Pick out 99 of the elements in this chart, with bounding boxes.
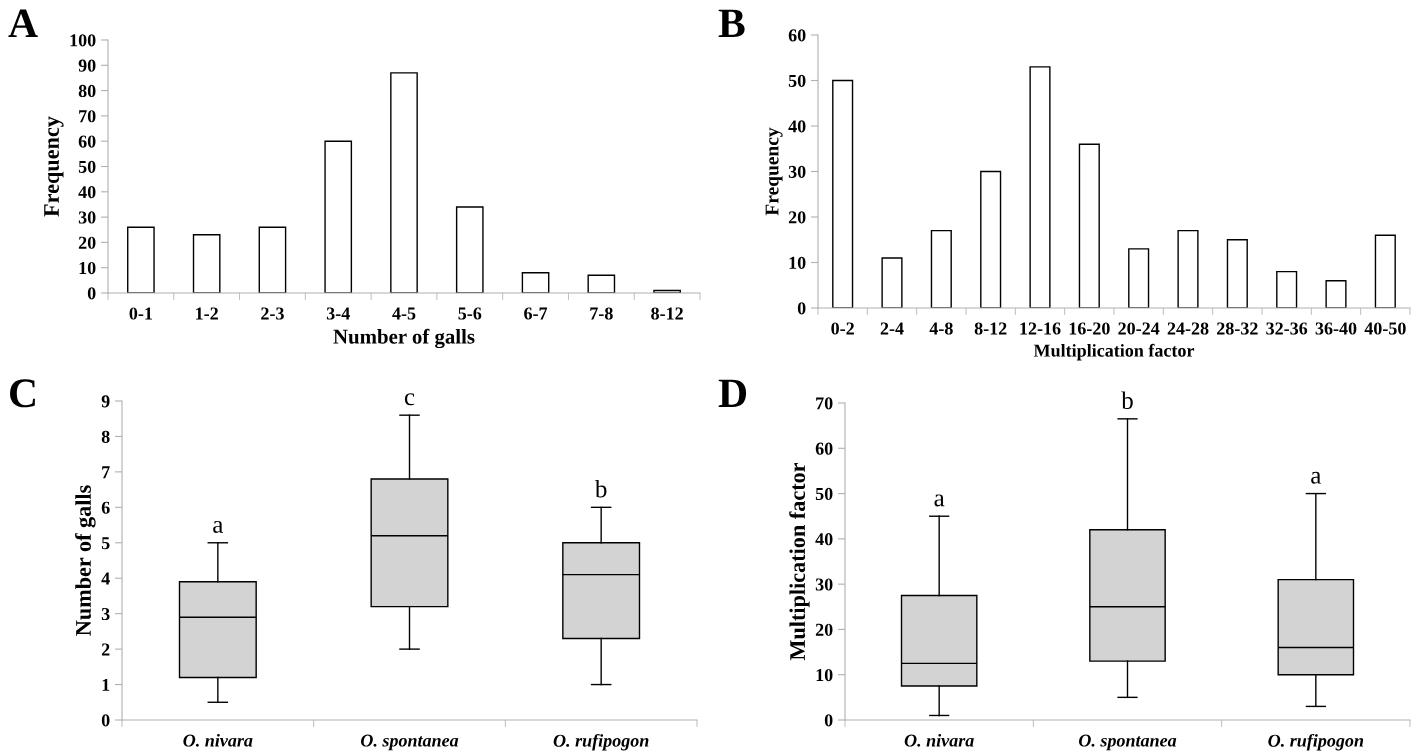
- y-tick-label: 1: [102, 678, 110, 691]
- y-tick-label: 40: [78, 186, 96, 199]
- y-tick-label: 7: [102, 466, 110, 479]
- y-tick-label: 50: [815, 487, 833, 501]
- chart-title: A: [8, 9, 38, 37]
- bar: [1276, 270, 1298, 308]
- y-tick-label: 0: [797, 302, 806, 315]
- y-axis-title: Frequency: [765, 127, 783, 216]
- x-tick-label: 4-5: [392, 307, 416, 320]
- annotation: a: [1311, 471, 1322, 484]
- x-tick-label: 1-2: [196, 307, 218, 320]
- chart-title: C: [10, 379, 35, 408]
- y-tick-label: 30: [78, 211, 96, 224]
- x-axis-title: Number of galls: [333, 328, 475, 349]
- x-tick-label: 6-7: [524, 307, 548, 320]
- x-tick-label: 4-8: [929, 322, 953, 335]
- y-tick-label: 20: [788, 211, 806, 224]
- x-tick-label: 16-20: [1069, 322, 1110, 335]
- y-tick-label: 10: [816, 668, 833, 682]
- bar: [258, 226, 287, 293]
- bar: [1226, 239, 1248, 308]
- bar: [587, 274, 616, 293]
- y-tick-label: 60: [78, 135, 96, 148]
- y-tick-label: 10: [79, 261, 96, 275]
- x-tick-label: O. nivara: [183, 733, 253, 747]
- bar: [881, 257, 903, 308]
- annotation: a: [213, 520, 224, 533]
- x-tick-label: 3-4: [326, 307, 350, 320]
- y-tick-label: 70: [816, 397, 833, 410]
- y-tick-label: 60: [815, 442, 833, 455]
- y-tick-label: 50: [78, 160, 96, 173]
- bar: [930, 229, 952, 308]
- bar: [390, 72, 418, 293]
- x-tick-label: 0-1: [129, 307, 152, 320]
- y-tick-label: 9: [101, 395, 110, 408]
- chart-title: D: [718, 379, 747, 407]
- x-tick-label: 0-2: [831, 322, 854, 335]
- x-tick-label: 24-28: [1167, 322, 1209, 335]
- bar: [980, 170, 1002, 308]
- x-tick-label: O. rufipogon: [553, 733, 649, 751]
- bar: [832, 79, 854, 308]
- x-tick-label: 2-3: [261, 307, 284, 320]
- chart-title: B: [718, 9, 745, 38]
- bar: [192, 234, 221, 293]
- annotation: b: [1121, 391, 1133, 410]
- y-tick-label: 40: [788, 120, 806, 133]
- bar: [1325, 280, 1347, 308]
- bar: [1029, 66, 1051, 308]
- y-tick-label: 10: [789, 256, 806, 269]
- x-tick-label: 2-4: [880, 322, 904, 335]
- y-tick-label: 0: [87, 287, 96, 300]
- x-tick-label: O. spontanea: [360, 734, 459, 751]
- x-axis-title: Multiplication factor: [1033, 343, 1195, 361]
- x-tick-label: 7-8: [590, 307, 613, 320]
- y-axis-title: Multiplication factor: [789, 462, 810, 661]
- annotation: c: [404, 393, 415, 406]
- y-tick-label: 3: [101, 607, 110, 621]
- y-tick-label: 50: [788, 74, 806, 87]
- x-tick-label: 20-24: [1118, 322, 1160, 335]
- y-tick-label: 70: [79, 110, 96, 123]
- y-tick-label: 30: [815, 578, 833, 591]
- y-tick-label: 40: [815, 533, 833, 546]
- y-tick-label: 0: [824, 714, 833, 727]
- x-tick-label: 8-12: [974, 322, 1007, 335]
- bar: [1128, 248, 1150, 308]
- y-axis-title: Number of galls: [75, 485, 96, 636]
- x-tick-label: 32-36: [1266, 322, 1308, 335]
- y-tick-label: 20: [815, 623, 833, 636]
- bar: [324, 140, 353, 293]
- y-tick-label: 6: [101, 501, 110, 514]
- bar: [1374, 234, 1396, 308]
- x-tick-label: 12-16: [1020, 322, 1061, 335]
- bar: [455, 206, 484, 293]
- y-tick-label: 90: [78, 59, 96, 72]
- x-tick-label: O. rufipogon: [1268, 733, 1364, 751]
- bar: [521, 272, 550, 293]
- y-axis-title: Frequency: [44, 116, 64, 217]
- y-tick-label: 0: [101, 714, 110, 727]
- x-tick-label: 36-40: [1315, 322, 1357, 335]
- y-tick-label: 8: [101, 430, 110, 443]
- bar: [1078, 143, 1100, 308]
- bar: [127, 226, 155, 293]
- y-tick-label: 2: [101, 643, 110, 656]
- x-tick-label: O. nivara: [904, 733, 974, 747]
- y-tick-label: 4: [101, 572, 110, 585]
- y-tick-label: 60: [788, 29, 806, 42]
- bar: [1177, 229, 1199, 308]
- x-tick-label: 40-50: [1364, 322, 1406, 335]
- x-tick-label: 8-12: [651, 307, 683, 320]
- x-tick-label: 28-32: [1217, 322, 1258, 335]
- x-tick-label: 5-6: [458, 307, 482, 320]
- x-tick-label: O. spontanea: [1078, 734, 1177, 751]
- y-tick-label: 5: [101, 537, 110, 550]
- y-tick-label: 100: [70, 34, 96, 47]
- y-tick-label: 30: [788, 165, 806, 178]
- annotation: a: [934, 494, 945, 507]
- y-tick-label: 20: [78, 236, 96, 249]
- y-tick-label: 80: [78, 84, 96, 98]
- annotation: b: [594, 479, 607, 498]
